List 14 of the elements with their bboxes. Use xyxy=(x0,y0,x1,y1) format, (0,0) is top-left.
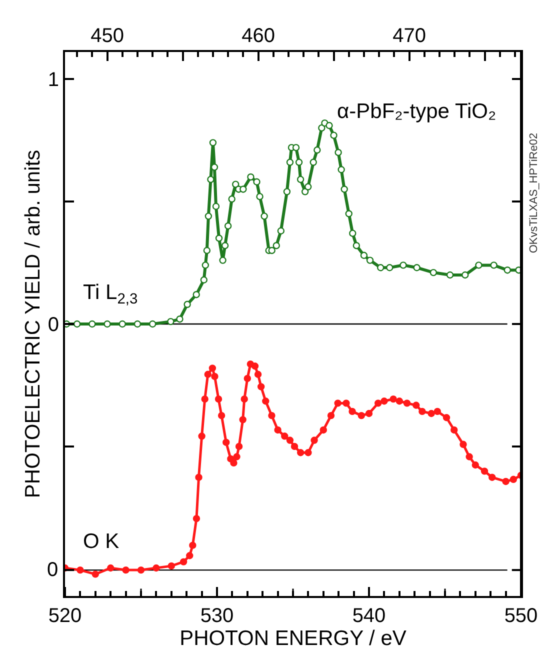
text: OKvsTiLXAS_HPTiRe02 xyxy=(528,132,540,254)
annotation: O K xyxy=(83,530,120,553)
annotation: α-PbF₂-type TiO₂ xyxy=(337,100,496,123)
x-tick-label: 550 xyxy=(504,605,538,627)
y-tick-label: 1 xyxy=(48,68,59,91)
annotation: Ti L$_{2,3}$ xyxy=(83,281,138,308)
x-tick-label: 530 xyxy=(200,605,234,627)
x-tick-label: 450 xyxy=(90,25,124,47)
x-tick-label: 460 xyxy=(242,25,275,47)
x-tick-label: 470 xyxy=(392,25,426,47)
x-axis-title: PHOTON ENERGY / eV xyxy=(180,627,406,650)
x-tick-label: 520 xyxy=(48,605,82,627)
x-tick-label: 540 xyxy=(352,605,386,627)
y-axis-title: PHOTOELECTRIC YIELD / arb. units xyxy=(22,150,45,498)
